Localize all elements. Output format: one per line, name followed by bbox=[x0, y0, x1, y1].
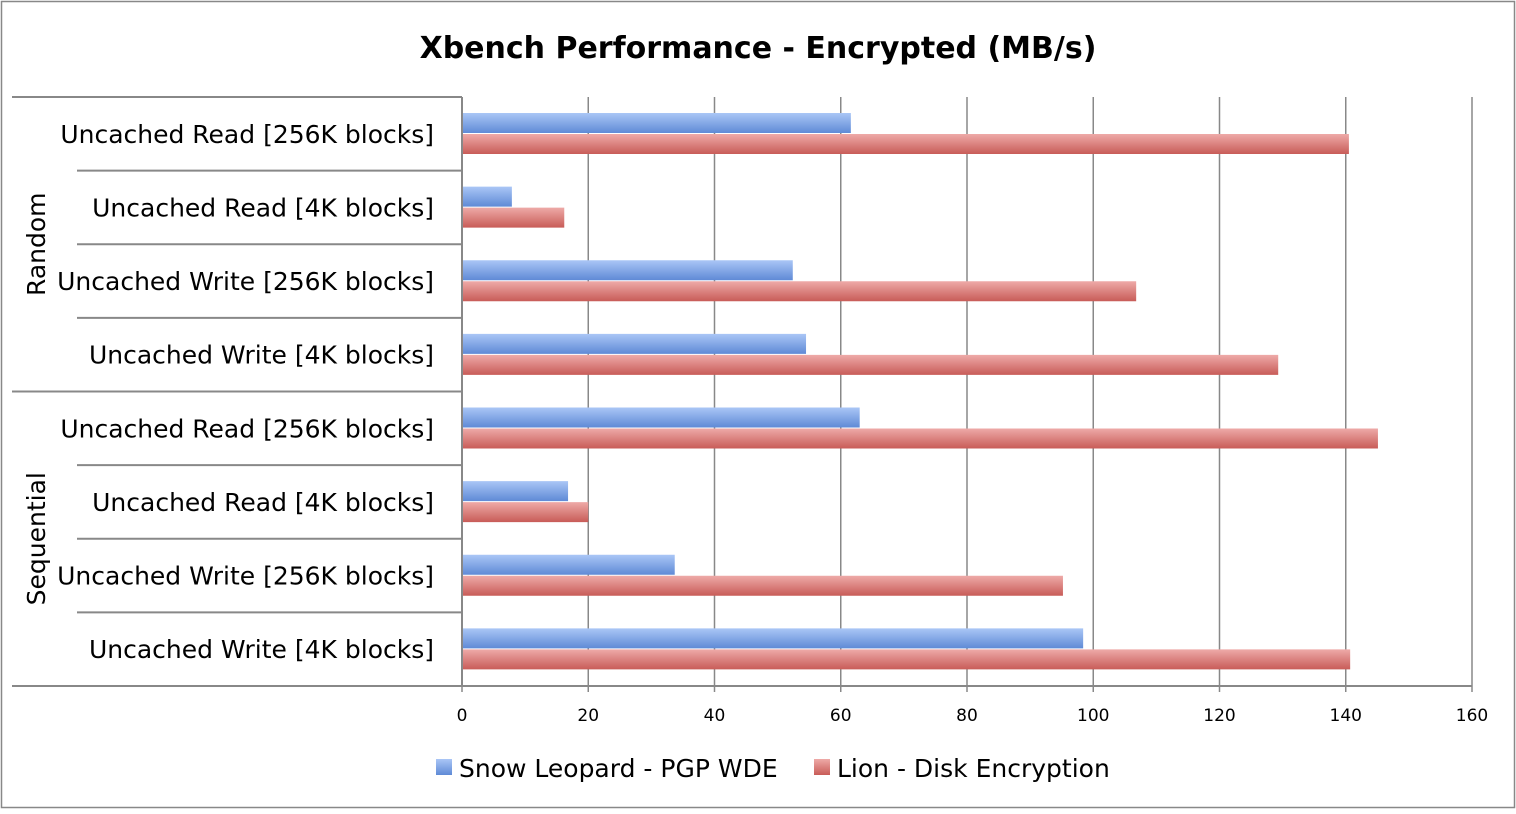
bar-lion bbox=[463, 207, 565, 228]
chart-title: Xbench Performance - Encrypted (MB/s) bbox=[420, 31, 1097, 66]
bar-lion bbox=[463, 575, 1063, 596]
category-label: Uncached Read [4K blocks] bbox=[92, 193, 434, 222]
category-label: Uncached Read [256K blocks] bbox=[60, 414, 434, 443]
legend-swatch bbox=[814, 759, 830, 775]
category-label: Uncached Read [4K blocks] bbox=[92, 488, 434, 517]
x-tick-label: 0 bbox=[457, 706, 468, 726]
x-tick-label: 160 bbox=[1456, 706, 1488, 726]
bar-snow-leopard bbox=[463, 628, 1084, 649]
x-tick-label: 100 bbox=[1077, 706, 1109, 726]
bar-snow-leopard bbox=[463, 186, 512, 207]
bar-lion bbox=[463, 502, 589, 523]
bar-lion bbox=[463, 649, 1351, 670]
bar-lion bbox=[463, 134, 1349, 154]
x-tick-label: 60 bbox=[830, 706, 852, 726]
category-label: Uncached Write [256K blocks] bbox=[57, 562, 434, 591]
bar-snow-leopard bbox=[463, 407, 860, 428]
x-tick-label: 120 bbox=[1203, 706, 1235, 726]
bar-snow-leopard bbox=[463, 554, 675, 575]
x-tick-label: 40 bbox=[704, 706, 726, 726]
bar-snow-leopard bbox=[463, 333, 807, 354]
bar-snow-leopard bbox=[463, 113, 851, 133]
group-label: Sequential bbox=[22, 472, 51, 605]
x-tick-label: 20 bbox=[577, 706, 599, 726]
group-label: Random bbox=[22, 192, 51, 296]
bar-lion bbox=[463, 354, 1279, 375]
category-label: Uncached Read [256K blocks] bbox=[60, 120, 434, 149]
bar-lion bbox=[463, 428, 1378, 449]
legend-swatch bbox=[436, 759, 452, 775]
bar-snow-leopard bbox=[463, 260, 793, 281]
category-label: Uncached Write [4K blocks] bbox=[89, 635, 434, 664]
category-label: Uncached Write [256K blocks] bbox=[57, 267, 434, 296]
x-tick-label: 80 bbox=[956, 706, 978, 726]
legend-label: Lion - Disk Encryption bbox=[837, 754, 1110, 783]
bar-lion bbox=[463, 281, 1137, 302]
bar-snow-leopard bbox=[463, 481, 569, 502]
legend-label: Snow Leopard - PGP WDE bbox=[459, 754, 778, 783]
category-label: Uncached Write [4K blocks] bbox=[89, 341, 434, 370]
x-tick-label: 140 bbox=[1330, 706, 1362, 726]
